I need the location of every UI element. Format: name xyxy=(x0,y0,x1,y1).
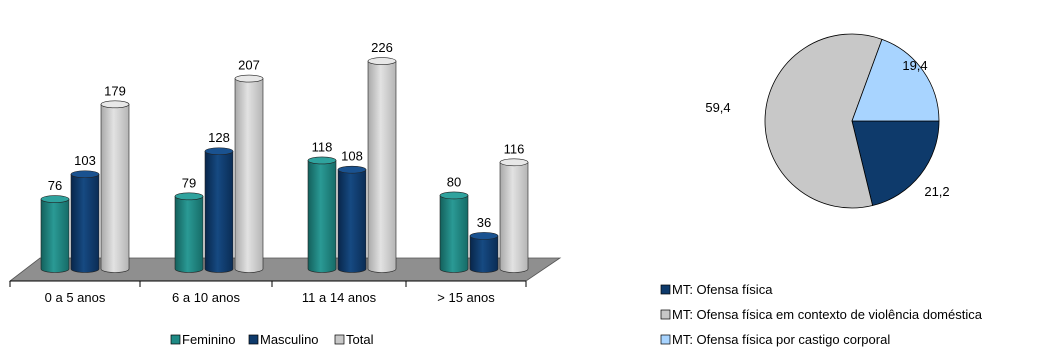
pie-legend: MT: Ofensa física MT: Ofensa física em c… xyxy=(660,282,983,347)
legend-label-feminino: Feminino xyxy=(182,332,235,347)
pie-label-violencia-domestica: 59,4 xyxy=(705,100,730,115)
bar-feminino-11-14 xyxy=(307,156,337,273)
x-tick-11-14: 11 a 14 anos xyxy=(302,290,377,305)
bar-masculino-11-14 xyxy=(337,165,367,273)
legend-label-masculino: Masculino xyxy=(260,332,319,347)
value-label-masculino-11-14: 108 xyxy=(341,149,363,164)
bar-feminino-6-10 xyxy=(174,192,204,273)
x-tick-0-5: 0 a 5 anos xyxy=(45,290,106,305)
value-label-total-0-5: 179 xyxy=(104,83,126,98)
value-label-total-6-10: 207 xyxy=(238,58,260,73)
legend-swatch-feminino xyxy=(170,334,181,345)
bar-total-6-10 xyxy=(234,74,264,273)
bar-total-11-14 xyxy=(367,57,397,273)
legend-label-castigo-corporal: MT: Ofensa física por castigo corporal xyxy=(672,332,890,347)
value-label-total-15-plus: 116 xyxy=(504,141,525,156)
legend-swatch-total xyxy=(334,334,345,345)
pie-slice-ofensa-fisica xyxy=(851,120,940,207)
bar-group: 76 103 179 79 128 207 118 108 226 80 36 116 xyxy=(40,40,529,273)
bar-total-0-5 xyxy=(100,100,130,273)
x-tick-15-plus: > 15 anos xyxy=(437,290,495,305)
value-label-feminino-15-plus: 80 xyxy=(447,174,461,189)
pie-label-castigo-corporal: 19,4 xyxy=(902,58,927,73)
legend-swatch-masculino xyxy=(248,334,259,345)
value-label-feminino-6-10: 79 xyxy=(182,175,196,190)
legend-label-total: Total xyxy=(346,332,374,347)
value-label-total-11-14: 226 xyxy=(371,40,393,55)
legend-label-violencia-domestica: MT: Ofensa física em contexto de violênc… xyxy=(672,307,983,322)
value-label-masculino-0-5: 103 xyxy=(74,153,96,168)
legend-swatch-violencia-domestica xyxy=(660,309,671,320)
pie-slice-violencia-domestica xyxy=(764,33,883,209)
value-label-masculino-15-plus: 36 xyxy=(477,215,491,230)
bar-masculino-0-5 xyxy=(70,170,100,273)
bar-masculino-15-plus xyxy=(469,232,499,273)
bar-legend: Feminino Masculino Total xyxy=(170,332,374,347)
pie-label-ofensa-fisica: 21,2 xyxy=(924,184,949,199)
bar-feminino-0-5 xyxy=(40,195,70,273)
bar-total-15-plus xyxy=(499,158,529,273)
x-tick-6-10: 6 a 10 anos xyxy=(172,290,240,305)
value-label-feminino-0-5: 76 xyxy=(48,178,62,193)
pie-chart: 21,2 59,4 19,4 xyxy=(705,33,950,209)
legend-swatch-castigo-corporal xyxy=(660,334,671,345)
x-tick-labels: 0 a 5 anos 6 a 10 anos 11 a 14 anos > 15 an… xyxy=(9,281,527,305)
bar-masculino-6-10 xyxy=(204,147,234,273)
legend-swatch-ofensa-fisica xyxy=(660,284,671,295)
value-label-masculino-6-10: 128 xyxy=(208,130,230,145)
legend-label-ofensa-fisica: MT: Ofensa física xyxy=(672,282,773,297)
value-label-feminino-11-14: 118 xyxy=(312,139,333,154)
bar-feminino-15-plus xyxy=(439,191,469,273)
pie-slice-castigo-corporal xyxy=(851,38,940,122)
